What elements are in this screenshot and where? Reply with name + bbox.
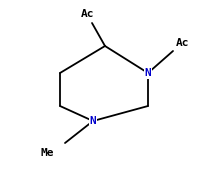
Text: Ac: Ac (81, 9, 95, 19)
Text: Ac: Ac (176, 38, 190, 48)
Text: N: N (145, 68, 151, 78)
Text: Me: Me (40, 148, 54, 158)
Text: N: N (90, 116, 96, 126)
